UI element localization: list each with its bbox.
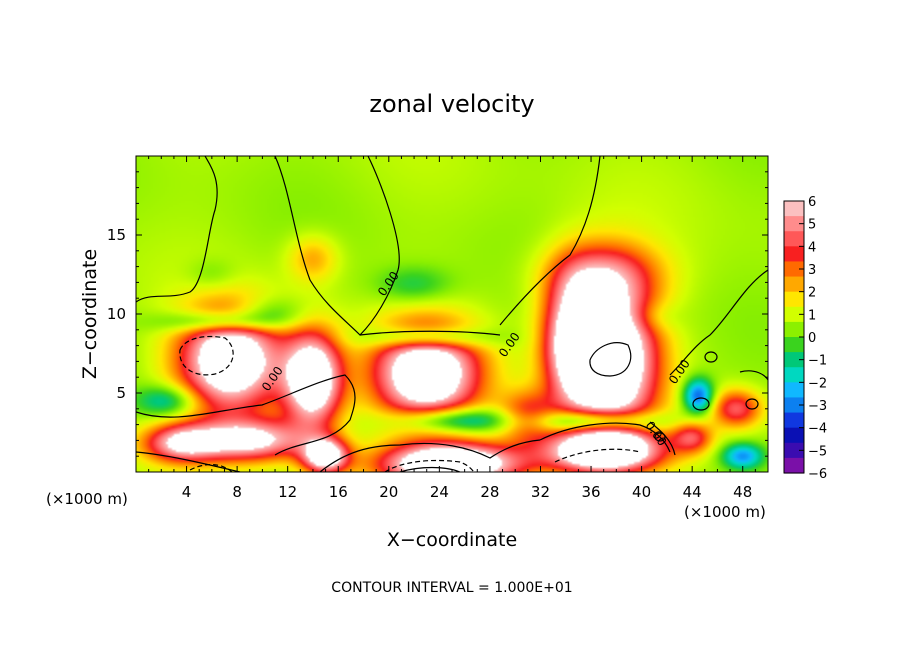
plot-area: 0.00 0.00 0.00 0.00 0.00 bbox=[135, 155, 769, 473]
chart-title: zonal velocity bbox=[369, 90, 534, 118]
colorbar-tick-label: 5 bbox=[808, 218, 816, 233]
colorbar-swatch bbox=[784, 397, 804, 414]
x-tick-label: 8 bbox=[232, 483, 242, 501]
inner-contour bbox=[589, 342, 632, 377]
colorbar-tick-label: 2 bbox=[808, 286, 816, 301]
x-axis: 4 8 12 16 20 24 28 32 36 40 44 48 bbox=[148, 156, 756, 501]
inner-contour bbox=[399, 466, 461, 472]
contour-lines bbox=[136, 156, 768, 472]
colorbar-swatch bbox=[784, 427, 804, 444]
colorbar-swatch bbox=[784, 261, 804, 278]
colorbar-tick-label: 4 bbox=[808, 240, 816, 255]
zero-contour bbox=[136, 374, 356, 456]
colorbar-tick-label: −4 bbox=[808, 422, 827, 437]
colorbar-swatch bbox=[784, 352, 804, 368]
colorbar-swatch bbox=[784, 231, 804, 247]
colorbar-swatch bbox=[784, 382, 804, 399]
colorbar-swatch bbox=[784, 216, 804, 232]
colorbar-swatch bbox=[784, 442, 804, 459]
contour-interval-note: CONTOUR INTERVAL = 1.000E+01 bbox=[331, 580, 572, 596]
y-tick-label: 15 bbox=[107, 226, 126, 244]
colorbar-swatch bbox=[784, 246, 804, 263]
inner-contour bbox=[384, 459, 475, 472]
x-tick-label: 24 bbox=[430, 483, 449, 501]
zero-contour bbox=[669, 269, 768, 376]
zero-contour bbox=[136, 451, 241, 472]
x-tick-label: 28 bbox=[480, 483, 499, 501]
x-unit-left: (×1000 m) bbox=[46, 490, 128, 508]
colorbar-swatch bbox=[784, 306, 804, 323]
colorbar-swatch bbox=[784, 276, 804, 293]
colorbar-tick-label: −5 bbox=[808, 444, 827, 459]
x-tick-label: 16 bbox=[329, 483, 348, 501]
x-tick-label: 20 bbox=[379, 483, 398, 501]
x-tick-label: 36 bbox=[581, 483, 600, 501]
x-tick-label: 40 bbox=[632, 483, 651, 501]
zero-contour bbox=[359, 330, 501, 336]
colorbar-tick-label: −6 bbox=[808, 467, 827, 482]
colorbar-swatch bbox=[784, 291, 804, 308]
colorbar-tick-label: 0 bbox=[808, 331, 816, 346]
colorbar-swatch bbox=[784, 412, 804, 429]
zero-contour bbox=[499, 156, 601, 326]
x-unit-right: (×1000 m) bbox=[684, 503, 766, 521]
x-tick-label: 4 bbox=[182, 483, 192, 501]
x-tick-label: 44 bbox=[683, 483, 702, 501]
colorbar-tick-label: 3 bbox=[808, 263, 816, 278]
colorbar-swatch bbox=[784, 337, 804, 353]
y-tick-label: 5 bbox=[116, 384, 126, 402]
colorbar-swatch bbox=[784, 321, 804, 338]
x-tick-label: 32 bbox=[531, 483, 550, 501]
colorbar-swatch bbox=[784, 457, 804, 474]
inner-contour bbox=[179, 335, 234, 376]
colorbar: 6 5 4 3 2 1 0 −1 −2 −3 −4 −5 −6 bbox=[783, 195, 827, 482]
zero-contour bbox=[136, 156, 218, 303]
velocity-heatmap bbox=[136, 156, 768, 472]
inner-contour bbox=[189, 464, 233, 472]
contour-loop bbox=[745, 398, 759, 410]
y-axis-label: Z−coordinate bbox=[79, 249, 101, 379]
x-tick-label: 12 bbox=[278, 483, 297, 501]
y-tick-label: 10 bbox=[107, 305, 126, 323]
colorbar-swatch bbox=[784, 201, 804, 217]
colorbar-tick-label: −1 bbox=[808, 354, 827, 369]
x-axis-label: X−coordinate bbox=[387, 529, 517, 551]
colorbar-swatch bbox=[784, 367, 804, 383]
colorbar-tick-label: −3 bbox=[808, 399, 827, 414]
zero-contour bbox=[739, 370, 768, 381]
x-tick-label: 48 bbox=[733, 483, 752, 501]
zero-contour bbox=[319, 439, 541, 472]
contour-loop bbox=[654, 432, 666, 442]
contour-loop bbox=[704, 351, 718, 363]
y-axis: 5 10 15 bbox=[107, 171, 768, 457]
inner-contour bbox=[554, 448, 641, 463]
colorbar-tick-label: 1 bbox=[808, 308, 816, 323]
contour-loop bbox=[692, 397, 710, 411]
colorbar-tick-label: 6 bbox=[808, 195, 816, 210]
colorbar-tick-label: −2 bbox=[808, 376, 827, 391]
